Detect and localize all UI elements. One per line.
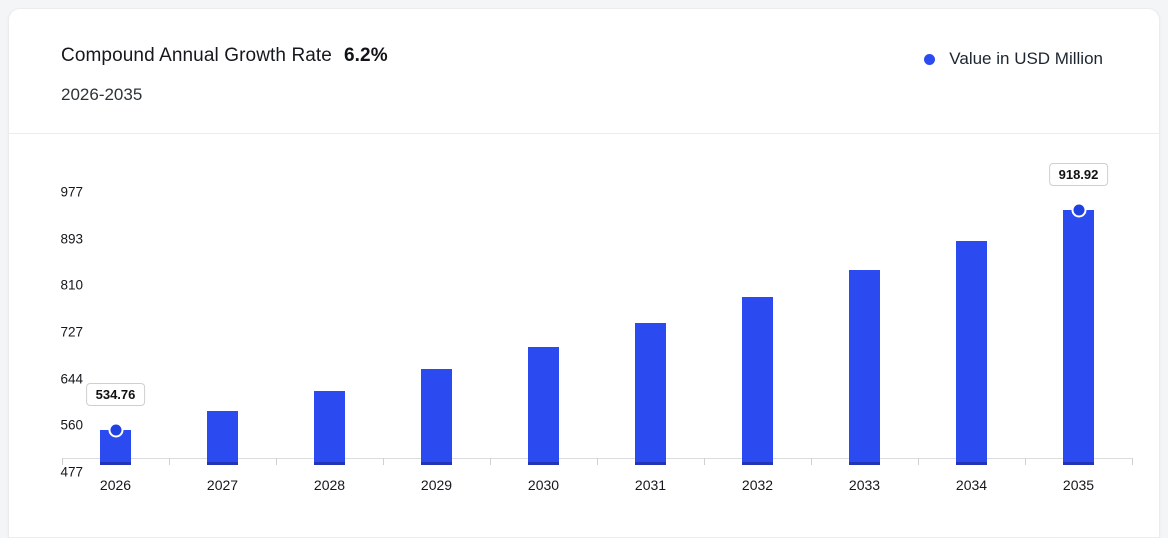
chart-title-text: Compound Annual Growth Rate [61,45,332,66]
bar-chart: 477 560 644 727 810 893 977 2026 534.76 2027 2028 2… [9,134,1159,534]
x-axis-category-label: 2030 [527,477,560,493]
x-axis-tick [276,458,277,465]
x-axis-tick [918,458,919,465]
legend-marker-icon [924,53,936,65]
x-axis-tick [811,458,812,465]
y-axis-tick-label: 644 [60,371,83,387]
chart-period: 2026-2035 [61,85,143,104]
data-point-marker-icon [108,422,123,438]
x-axis-tick [1132,458,1133,465]
bar-2031[interactable] [635,322,666,465]
x-axis-tick [169,458,170,465]
bar-2032[interactable] [742,297,773,465]
y-axis-tick-label: 893 [60,231,83,246]
bar-2034[interactable] [956,240,987,465]
bar-2033[interactable] [849,269,880,465]
chart-legend[interactable]: Value in USD Million [924,49,1103,69]
bar-2028[interactable] [314,390,345,465]
chart-card: Compound Annual Growth Rate 6.2% 2026-203… [8,8,1160,538]
data-label-2035: 918.92 [1048,163,1109,187]
data-point-marker-icon [1071,202,1086,218]
x-axis-category-label: 2029 [420,477,453,493]
x-axis-category-label: 2028 [313,477,346,493]
cagr-value: 6.2% [343,45,388,66]
chart-header: Compound Annual Growth Rate 6.2% 2026-203… [9,9,1159,133]
bar-2027[interactable] [207,410,238,465]
x-axis-category-label: 2032 [741,477,774,493]
x-axis-tick [383,458,384,465]
header-divider [9,133,1159,134]
x-axis-tick [1025,458,1026,465]
x-axis-category-label: 2031 [634,477,667,493]
y-axis-tick-label: 727 [60,324,83,340]
x-axis-category-label: 2027 [206,477,239,493]
x-axis-tick [62,458,63,465]
y-axis-tick-label: 477 [60,464,83,480]
chart-title: Compound Annual Growth Rate 6.2% [61,45,388,67]
bar-2030[interactable] [528,346,559,465]
y-axis-tick-label: 810 [60,277,83,293]
x-axis-tick [490,458,491,465]
y-axis-tick-label: 560 [60,417,83,433]
bar-2035[interactable] [1063,210,1094,465]
x-axis-category-label: 2034 [955,477,988,493]
x-axis-category-label: 2035 [1062,477,1095,493]
data-label-2026: 534.76 [85,382,146,406]
x-axis-tick [704,458,705,465]
y-axis-tick-label: 977 [60,184,83,200]
x-axis-category-label: 2026 [99,477,132,493]
bar-2029[interactable] [421,369,452,465]
x-axis-tick [597,458,598,465]
legend-label: Value in USD Million [949,49,1103,68]
x-axis-category-label: 2033 [848,477,881,493]
